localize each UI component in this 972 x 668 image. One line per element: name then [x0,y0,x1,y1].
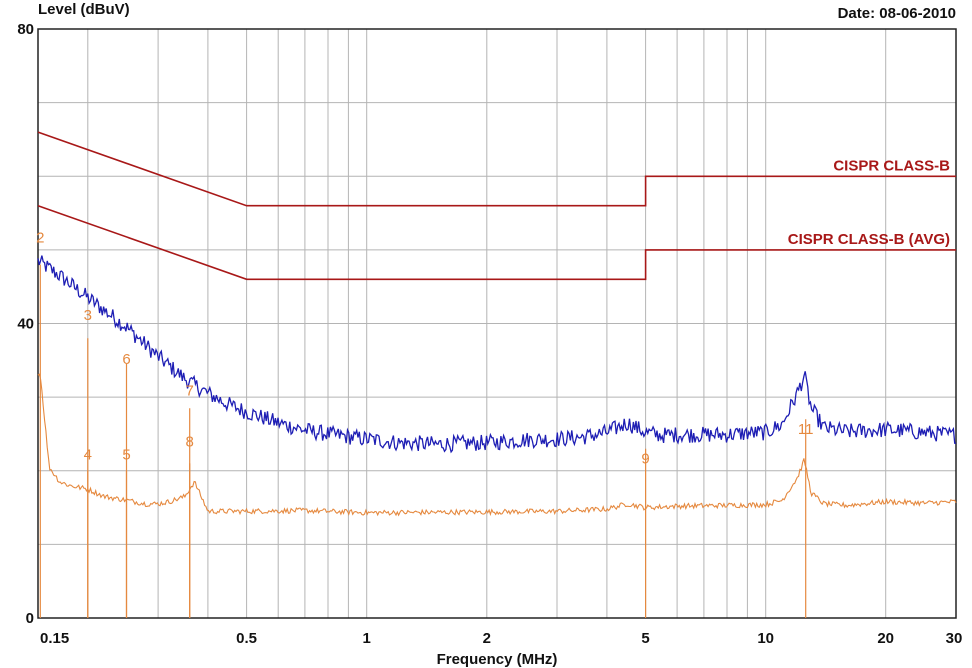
y-axis-title: Level (dBuV) [38,1,130,18]
ticks: 0.15 0.5 1 2 5 10 20 30 0 40 80 [17,21,962,647]
x-axis-title: Frequency (MHz) [437,651,558,668]
marker-label: 2 [36,230,44,247]
marker-label: 11 [798,421,814,438]
x-tick-label: 20 [877,630,894,647]
limit-lines: CISPR CLASS-B CISPR CLASS-B (AVG) [37,131,956,281]
limit-line-label: CISPR CLASS-B (AVG) [788,231,950,248]
y-tick-label: 40 [17,316,34,333]
x-tick-label: 10 [757,630,774,647]
plot-frame [37,28,957,619]
marker-label: 6 [122,351,130,368]
y-tick-label: 0 [26,610,34,627]
marker-label: 4 [84,447,92,464]
x-tick-label: 2 [483,630,491,647]
limit-line-label: CISPR CLASS-B [833,157,950,174]
marker-label: 9 [641,450,649,467]
y-tick-label: 80 [17,21,34,38]
marker-label: 3 [84,307,92,324]
x-tick-label: 1 [363,630,371,647]
grid [38,29,956,618]
x-tick-label: 30 [946,630,963,647]
series-line [37,373,957,517]
series-group [37,255,957,517]
x-tick-label: 5 [641,630,649,647]
limit-line [37,204,956,281]
limit-line [37,131,956,207]
date-label: Date: 08-06-2010 [838,5,956,22]
series-line [37,255,957,454]
marker-label: 8 [186,434,194,451]
marker-label: 7 [186,383,194,400]
x-tick-label: 0.15 [40,630,69,647]
x-tick-label: 0.5 [236,630,257,647]
markers: 2345678911 [36,230,814,618]
